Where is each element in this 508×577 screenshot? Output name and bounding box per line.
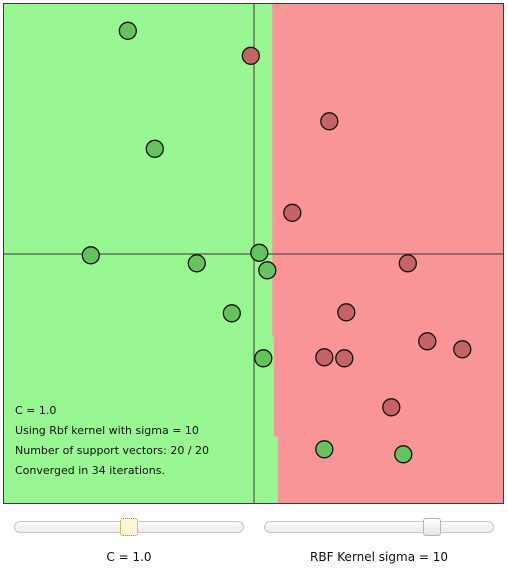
data-point-class-b	[382, 398, 401, 417]
data-point-class-a	[315, 440, 334, 459]
convergence-text: Converged in 34 iterations.	[15, 464, 165, 477]
sigma-slider-thumb[interactable]	[423, 518, 441, 536]
c-slider-label: C = 1.0	[106, 550, 152, 564]
data-point-class-a	[222, 304, 241, 323]
data-point-class-a	[145, 139, 164, 158]
data-point-class-b	[335, 349, 354, 368]
data-point-class-a	[118, 21, 137, 40]
data-point-class-a	[250, 243, 269, 262]
data-point-class-a	[258, 261, 277, 280]
decision-region-canvas[interactable]	[4, 4, 504, 504]
data-point-class-b	[283, 203, 302, 222]
support-vectors-text: Number of support vectors: 20 / 20	[15, 444, 210, 457]
c-slider[interactable]	[14, 518, 244, 536]
data-point-class-a	[254, 349, 273, 368]
data-point-class-b	[315, 348, 334, 367]
c-value-text: C = 1.0	[15, 404, 57, 417]
sigma-slider[interactable]	[264, 518, 494, 536]
data-point-class-a	[81, 246, 100, 265]
data-point-class-b	[241, 46, 260, 65]
data-point-class-b	[418, 332, 437, 351]
data-point-class-b	[337, 303, 356, 322]
data-point-class-b	[320, 112, 339, 131]
kernel-info-text: Using Rbf kernel with sigma = 10	[15, 424, 199, 437]
svm-plot[interactable]: C = 1.0 Using Rbf kernel with sigma = 10…	[3, 3, 504, 504]
sigma-slider-label: RBF Kernel sigma = 10	[310, 550, 448, 564]
data-point-class-a	[394, 445, 413, 464]
data-point-class-b	[398, 254, 417, 273]
data-point-class-b	[453, 340, 472, 359]
c-slider-thumb[interactable]	[120, 518, 138, 536]
data-point-class-a	[187, 254, 206, 273]
